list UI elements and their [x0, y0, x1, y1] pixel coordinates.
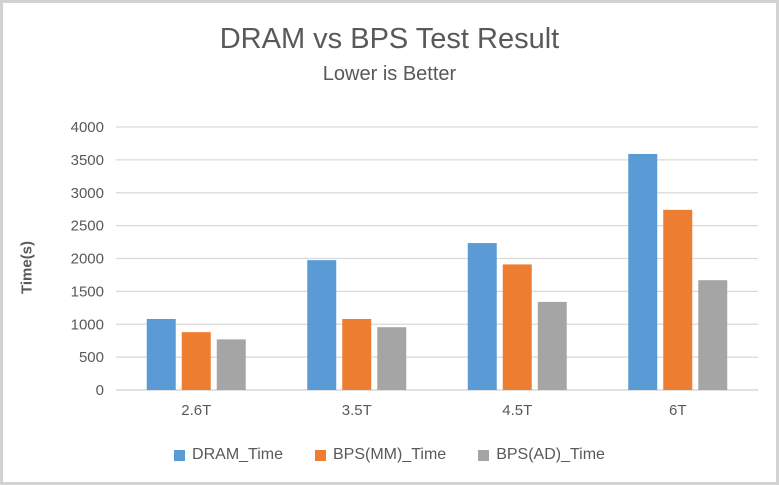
- y-tick-label: 1000: [71, 316, 104, 333]
- bar-BPS(MM)_Time-3.5T: [342, 318, 372, 390]
- y-tick-label: 2500: [71, 218, 104, 235]
- bar-DRAM_Time-6T: [628, 153, 658, 390]
- x-tick-label: 2.6T: [181, 402, 211, 419]
- legend-label-dram-time: DRAM_Time: [192, 446, 283, 463]
- legend-label-bps-mm-time: BPS(MM)_Time: [333, 446, 447, 463]
- y-tick-label: 500: [79, 349, 104, 366]
- bar-DRAM_Time-2.6T: [146, 318, 176, 390]
- legend-swatch-bps-ad-time: [478, 449, 490, 461]
- legend-swatch-bps-mm-time: [315, 449, 326, 461]
- y-tick-label: 1500: [71, 283, 104, 300]
- chart-title: DRAM vs BPS Test Result: [219, 23, 560, 55]
- legend-item-bps-mm-time: BPS(MM)_Time: [315, 446, 446, 464]
- x-tick-label: 6T: [669, 402, 687, 419]
- y-tick-label: 0: [96, 382, 104, 399]
- y-tick-label: 3500: [71, 152, 104, 169]
- legend-label-bps-ad-time: BPS(AD)_Time: [496, 446, 605, 463]
- bar-BPS(MM)_Time-2.6T: [181, 332, 211, 390]
- bar-BPS(AD)_Time-6T: [698, 280, 728, 390]
- y-axis-title: Time(s): [18, 240, 36, 295]
- chart-subtitle: Lower is Better: [322, 63, 457, 85]
- x-tick-label: 3.5T: [342, 402, 372, 419]
- plot-area: Time(s) 0 500 1000 1500 2000 2500 3000 3500 4000…: [3, 111, 776, 427]
- bar-chart-plot: 0 500 1000 1500 2000 2500 3000 3500 4000 2.6T 3.5T…: [71, 119, 758, 419]
- y-tick-label: 4000: [71, 119, 104, 136]
- bar-DRAM_Time-3.5T: [307, 260, 337, 390]
- bar-BPS(AD)_Time-2.6T: [216, 339, 246, 390]
- bar-BPS(MM)_Time-4.5T: [502, 264, 532, 390]
- chart-legend: DRAM_Time BPS(MM)_Time BPS(AD)_Time: [3, 446, 776, 464]
- bar-BPS(AD)_Time-3.5T: [377, 327, 407, 390]
- legend-item-dram-time: DRAM_Time: [174, 446, 283, 464]
- x-tick-label: 4.5T: [502, 402, 532, 419]
- y-tick-label: 3000: [71, 185, 104, 202]
- legend-swatch-dram-time: [174, 449, 186, 461]
- bar-BPS(MM)_Time-6T: [663, 209, 693, 390]
- bar-DRAM_Time-4.5T: [467, 243, 497, 390]
- y-tick-label: 2000: [71, 251, 104, 268]
- bar-BPS(AD)_Time-4.5T: [537, 301, 567, 390]
- legend-item-bps-ad-time: BPS(AD)_Time: [478, 446, 605, 464]
